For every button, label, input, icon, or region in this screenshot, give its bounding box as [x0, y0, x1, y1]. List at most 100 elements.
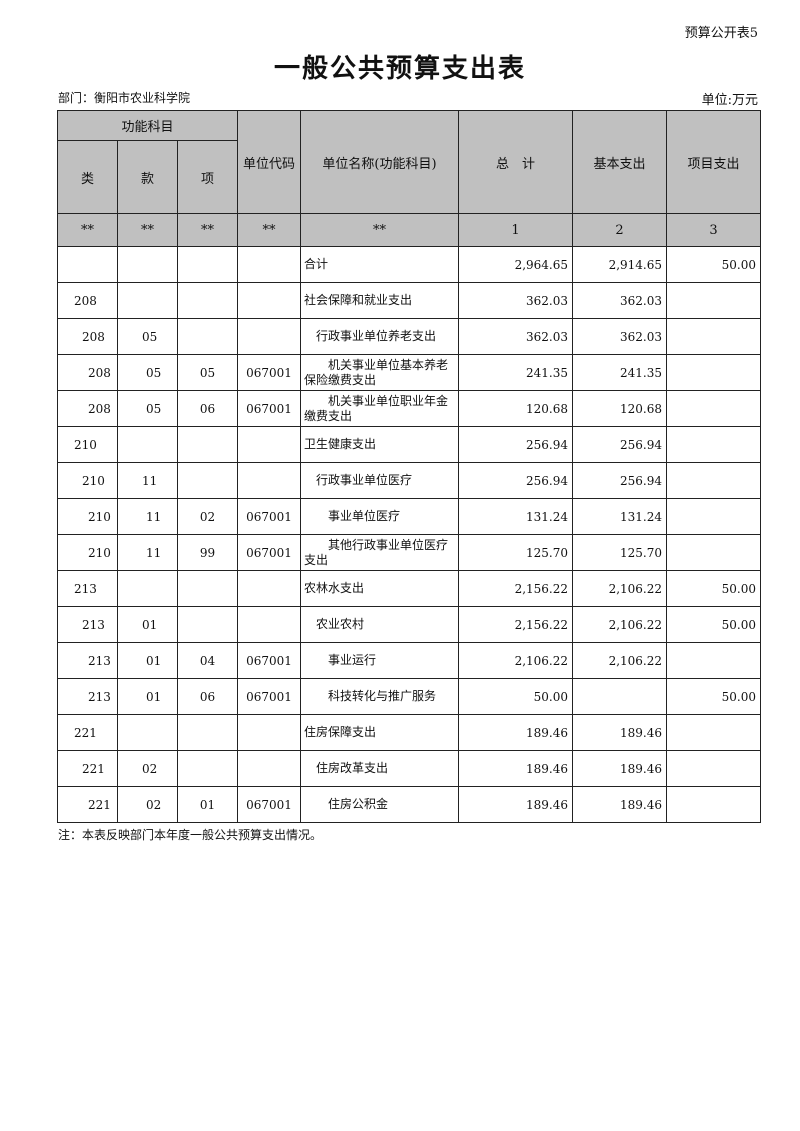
index-cell: **: [300, 213, 459, 247]
table-row: 208 05 行政事业单位养老支出 362.03 362.03: [57, 318, 761, 355]
xiang-cell: 05: [177, 354, 238, 391]
xiang-cell: [177, 570, 238, 607]
project-cell: 50.00: [666, 606, 761, 643]
project-cell: [666, 390, 761, 427]
name-cell: 住房改革支出: [300, 750, 459, 787]
lei-cell: 213: [57, 570, 118, 607]
kuan-cell: [117, 246, 178, 283]
name-cell: 行政事业单位养老支出: [300, 318, 459, 355]
kuan-cell: [117, 426, 178, 463]
kuan-cell: 05: [117, 390, 178, 427]
total-cell: 125.70: [458, 534, 573, 571]
header-unit-code: 单位代码: [237, 110, 301, 214]
project-cell: [666, 642, 761, 679]
lei-cell: 213: [57, 642, 118, 679]
basic-cell: 2,106.22: [572, 606, 667, 643]
kuan-cell: 11: [117, 462, 178, 499]
basic-cell: 2,106.22: [572, 570, 667, 607]
code-cell: 067001: [237, 678, 301, 715]
total-cell: 2,156.22: [458, 570, 573, 607]
basic-cell: 362.03: [572, 318, 667, 355]
total-cell: 2,156.22: [458, 606, 573, 643]
header-functional-subject: 功能科目: [57, 110, 238, 141]
name-cell: 社会保障和就业支出: [300, 282, 459, 319]
kuan-cell: 02: [117, 786, 178, 823]
code-cell: [237, 606, 301, 643]
lei-cell: 208: [57, 390, 118, 427]
total-cell: 50.00: [458, 678, 573, 715]
code-cell: 067001: [237, 534, 301, 571]
table-row: 213 01 农业农村 2,156.22 2,106.22 50.00: [57, 606, 761, 643]
table-row: 221 住房保障支出 189.46 189.46: [57, 714, 761, 751]
header-total: 总 计: [458, 110, 573, 214]
total-cell: 189.46: [458, 786, 573, 823]
total-cell: 2,964.65: [458, 246, 573, 283]
basic-cell: [572, 678, 667, 715]
total-cell: 189.46: [458, 714, 573, 751]
basic-cell: 362.03: [572, 282, 667, 319]
project-cell: [666, 498, 761, 535]
header-project: 项目支出: [666, 110, 761, 214]
kuan-cell: 11: [117, 498, 178, 535]
basic-cell: 189.46: [572, 786, 667, 823]
name-cell: 机关事业单位基本养老保险缴费支出: [300, 354, 459, 391]
xiang-cell: 06: [177, 390, 238, 427]
kuan-cell: 01: [117, 642, 178, 679]
lei-cell: 221: [57, 714, 118, 751]
kuan-cell: [117, 714, 178, 751]
name-cell: 机关事业单位职业年金缴费支出: [300, 390, 459, 427]
lei-cell: 208: [57, 354, 118, 391]
name-cell: 行政事业单位医疗: [300, 462, 459, 499]
index-cell: **: [117, 213, 178, 247]
form-number: 预算公开表5: [684, 26, 758, 41]
total-cell: 256.94: [458, 426, 573, 463]
index-cell: 1: [458, 213, 573, 247]
header-basic: 基本支出: [572, 110, 667, 214]
project-cell: [666, 354, 761, 391]
basic-cell: 241.35: [572, 354, 667, 391]
kuan-cell: [117, 570, 178, 607]
project-cell: 50.00: [666, 570, 761, 607]
basic-cell: 2,106.22: [572, 642, 667, 679]
basic-cell: 256.94: [572, 426, 667, 463]
index-cell: **: [57, 213, 118, 247]
lei-cell: 213: [57, 678, 118, 715]
name-cell: 卫生健康支出: [300, 426, 459, 463]
kuan-cell: 05: [117, 354, 178, 391]
header-unit-name: 单位名称(功能科目): [300, 110, 459, 214]
total-cell: 362.03: [458, 282, 573, 319]
index-cell: **: [237, 213, 301, 247]
project-cell: [666, 462, 761, 499]
table-row: 合计 2,964.65 2,914.65 50.00: [57, 246, 761, 283]
code-cell: 067001: [237, 354, 301, 391]
total-cell: 2,106.22: [458, 642, 573, 679]
xiang-cell: [177, 282, 238, 319]
department-label: 部门：衡阳市农业科学院: [58, 91, 191, 105]
lei-cell: 210: [57, 534, 118, 571]
code-cell: 067001: [237, 642, 301, 679]
code-cell: [237, 246, 301, 283]
lei-cell: 210: [57, 498, 118, 535]
name-cell: 住房保障支出: [300, 714, 459, 751]
xiang-cell: 04: [177, 642, 238, 679]
total-cell: 189.46: [458, 750, 573, 787]
basic-cell: 120.68: [572, 390, 667, 427]
lei-cell: 208: [57, 318, 118, 355]
header-xiang: 项: [177, 140, 238, 214]
total-cell: 120.68: [458, 390, 573, 427]
table-row: 210 11 行政事业单位医疗 256.94 256.94: [57, 462, 761, 499]
footnote: 注：本表反映部门本年度一般公共预算支出情况。: [58, 828, 323, 842]
xiang-cell: [177, 246, 238, 283]
page-title: 一般公共预算支出表: [273, 54, 526, 84]
name-cell: 其他行政事业单位医疗支出: [300, 534, 459, 571]
project-cell: [666, 534, 761, 571]
kuan-cell: [117, 282, 178, 319]
total-cell: 256.94: [458, 462, 573, 499]
total-cell: 131.24: [458, 498, 573, 535]
xiang-cell: [177, 462, 238, 499]
basic-cell: 256.94: [572, 462, 667, 499]
kuan-cell: 05: [117, 318, 178, 355]
table-row: 208 05 06 067001 机关事业单位职业年金缴费支出 120.68 120.68: [57, 390, 761, 427]
kuan-cell: 01: [117, 678, 178, 715]
kuan-cell: 01: [117, 606, 178, 643]
